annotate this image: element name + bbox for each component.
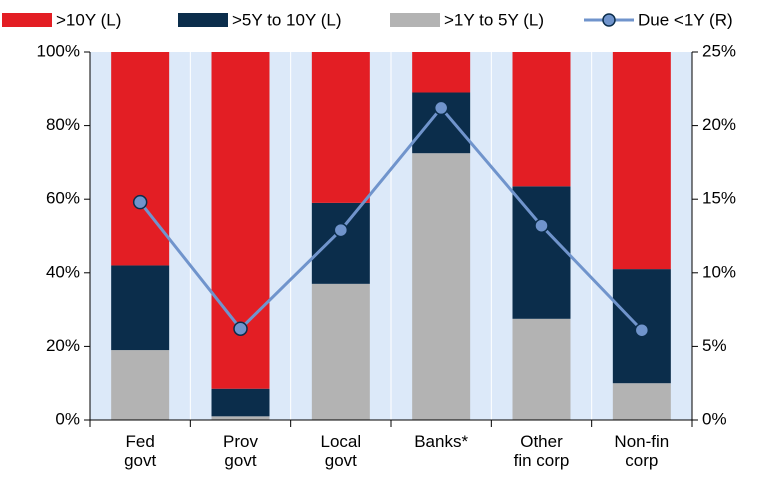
bar-segment (111, 350, 170, 420)
x-tick-label: Fed govt (124, 432, 157, 470)
bar-segment (211, 52, 270, 389)
y-tick-label: 20% (46, 336, 80, 355)
bar-segment (612, 383, 671, 420)
legend-swatch (178, 13, 228, 27)
line-marker (433, 100, 449, 116)
line-marker (534, 218, 549, 233)
bar-segment (111, 52, 170, 266)
legend-swatch (390, 13, 440, 27)
bar-segment (311, 283, 370, 420)
y-tick-label: 0% (55, 409, 80, 428)
bar-segment (412, 153, 471, 420)
legend-label: >1Y to 5Y (L) (444, 10, 544, 29)
x-tick-label: Other fin corp (513, 432, 570, 470)
bar-segment (211, 416, 270, 420)
bar-segment (311, 52, 370, 203)
y-tick-label: 80% (46, 115, 80, 134)
y2-tick-label: 10% (702, 262, 736, 281)
line-series (138, 105, 643, 332)
bar-segment (311, 202, 370, 284)
y2-tick-label: 5% (702, 336, 727, 355)
y-tick-label: 100% (37, 41, 80, 60)
bar-segment (111, 265, 170, 351)
y2-tick-label: 25% (702, 41, 736, 60)
bar-segment (512, 186, 571, 319)
line-marker (333, 222, 349, 238)
bar-segment (512, 52, 571, 187)
legend-label: >5Y to 10Y (L) (232, 10, 341, 29)
x-tick-label: Non-fin corp (614, 432, 670, 470)
line-marker (132, 194, 148, 210)
y2-tick-label: 15% (702, 189, 736, 208)
y-tick-label: 40% (46, 262, 80, 281)
y-tick-label: 60% (46, 189, 80, 208)
bar-segment (512, 318, 571, 420)
x-tick-label: Local govt (320, 432, 362, 470)
bar-segment (412, 52, 471, 93)
line-marker (233, 321, 248, 336)
bar-segment (211, 388, 270, 417)
legend-label: >10Y (L) (56, 10, 121, 29)
legend-swatch (2, 13, 52, 27)
line-marker (634, 322, 650, 338)
bar-segment (612, 52, 671, 270)
x-tick-label: Prov govt (223, 432, 258, 470)
legend-marker (602, 13, 616, 27)
x-tick-label: Banks* (414, 432, 469, 451)
y2-tick-label: 0% (702, 409, 727, 428)
legend-label: Due <1Y (R) (638, 10, 733, 29)
y2-tick-label: 20% (702, 115, 736, 134)
